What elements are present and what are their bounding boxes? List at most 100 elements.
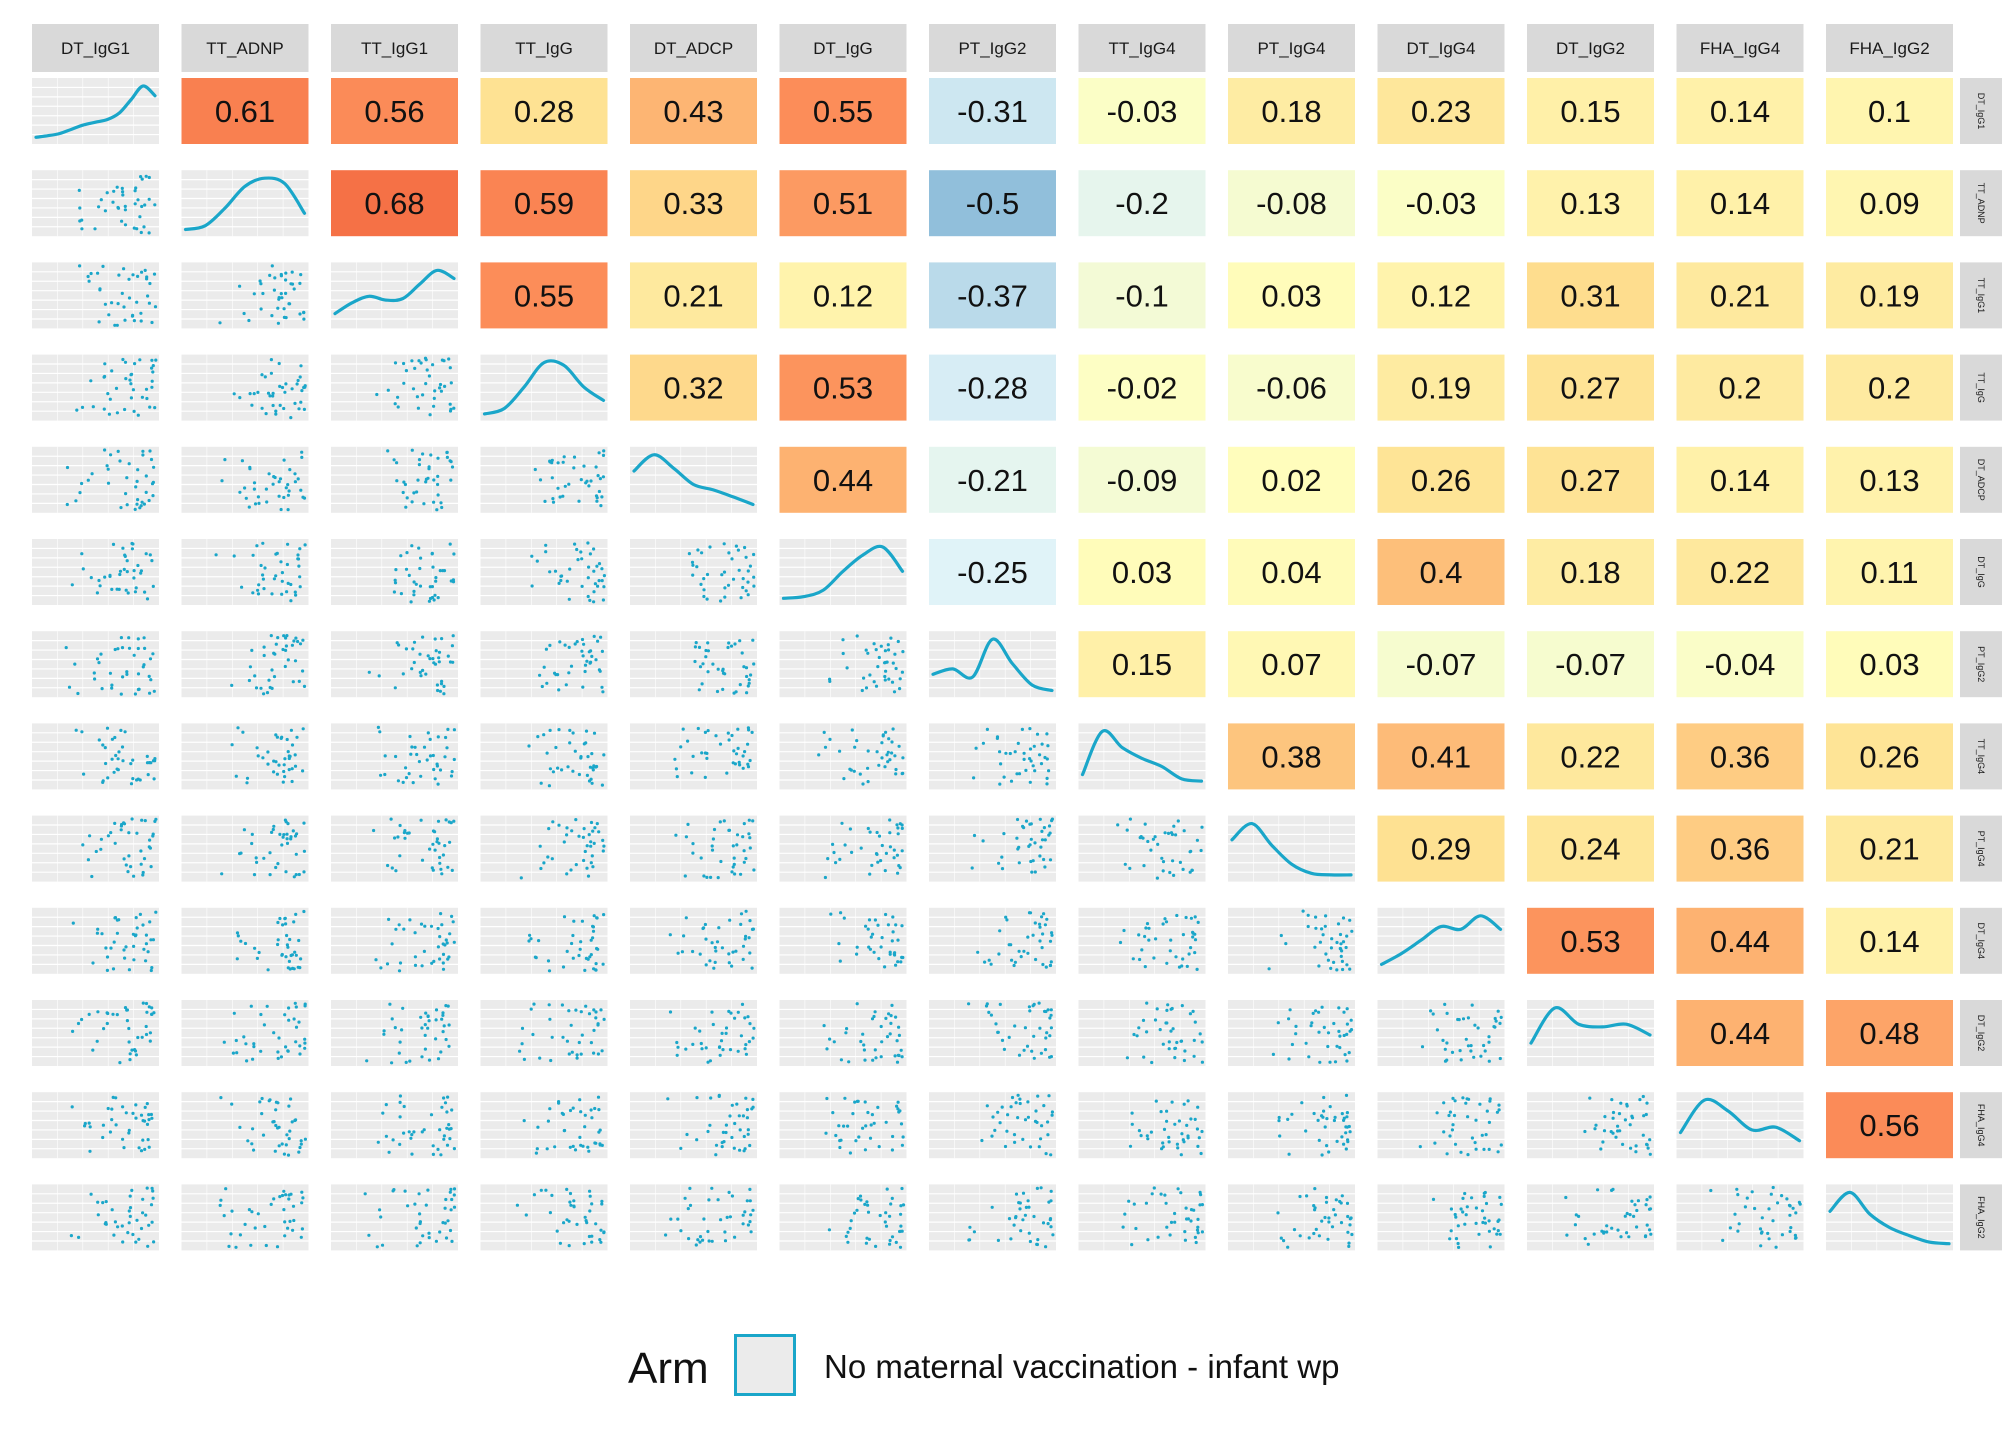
scatter-points bbox=[74, 726, 157, 786]
panel-gridlines bbox=[32, 78, 159, 144]
panel-gridlines bbox=[480, 1184, 608, 1251]
scatter-point bbox=[1492, 1227, 1496, 1231]
scatter-point bbox=[1039, 1051, 1043, 1055]
scatter-point bbox=[232, 554, 236, 558]
scatter-point bbox=[1185, 1217, 1189, 1221]
scatter-point bbox=[746, 1223, 751, 1227]
scatter-point bbox=[271, 827, 275, 832]
scatter-point bbox=[1583, 1237, 1587, 1241]
column-strip-label: DT_IgG1 bbox=[61, 39, 130, 58]
scatter-point bbox=[258, 1100, 262, 1104]
scatter-point bbox=[575, 1056, 579, 1060]
scatter-point bbox=[423, 1033, 427, 1037]
scatter-point bbox=[269, 358, 273, 362]
scatter-point bbox=[576, 558, 580, 562]
scatter-point bbox=[435, 508, 439, 512]
scatter-point bbox=[91, 1048, 95, 1052]
scatter-point bbox=[1048, 858, 1053, 862]
scatter-point bbox=[679, 745, 683, 749]
scatter-point bbox=[452, 819, 456, 823]
scatter-point bbox=[1183, 1049, 1187, 1053]
scatter-point bbox=[125, 559, 129, 563]
scatter-point bbox=[234, 1038, 238, 1043]
scatter-point bbox=[446, 865, 450, 869]
scatter-point bbox=[544, 647, 549, 651]
correlation-value: -0.07 bbox=[1406, 647, 1477, 682]
scatter-point bbox=[448, 542, 452, 546]
scatter-point bbox=[149, 457, 154, 462]
scatter-point bbox=[1132, 1202, 1136, 1206]
scatter-point bbox=[551, 820, 555, 824]
panel-gridlines bbox=[331, 815, 458, 882]
scatter-point bbox=[282, 406, 286, 411]
scatter-point bbox=[745, 1116, 750, 1120]
scatter-point bbox=[296, 965, 300, 969]
correlation-tile-TT_IgG4-DT_IgG2 bbox=[1527, 723, 1654, 790]
scatter-point bbox=[416, 406, 420, 410]
scatter-point bbox=[1187, 952, 1191, 956]
scatter-point bbox=[1760, 1216, 1764, 1220]
scatter-point bbox=[886, 923, 891, 927]
scatter-point bbox=[1312, 1204, 1316, 1208]
scatter-point bbox=[288, 1219, 292, 1223]
scatter-point bbox=[744, 666, 749, 670]
scatter-point bbox=[1769, 1192, 1773, 1196]
scatter-point bbox=[449, 774, 454, 778]
scatter-point bbox=[1479, 1054, 1483, 1058]
scatter-point bbox=[119, 636, 123, 640]
scatter-point bbox=[104, 761, 108, 766]
scatter-point bbox=[1267, 967, 1271, 971]
scatter-point bbox=[431, 842, 435, 846]
scatter-point bbox=[891, 661, 895, 665]
scatter-points bbox=[64, 636, 156, 696]
scatter-point bbox=[719, 859, 723, 864]
scatter-point bbox=[1477, 1232, 1481, 1236]
scatter-point bbox=[125, 503, 129, 507]
scatter-point bbox=[1335, 940, 1339, 945]
scatter-point bbox=[664, 1233, 668, 1237]
scatter-point bbox=[427, 374, 431, 378]
scatter-point bbox=[110, 301, 114, 305]
scatter-point bbox=[440, 358, 444, 362]
column-strip-TT_IgG bbox=[480, 24, 608, 72]
scatter-point bbox=[896, 832, 900, 836]
scatter-point bbox=[113, 735, 117, 740]
scatter-point bbox=[413, 366, 417, 370]
scatter-point bbox=[238, 396, 242, 400]
scatter-points bbox=[220, 818, 306, 879]
scatter-point bbox=[684, 916, 688, 920]
scatter-point bbox=[99, 198, 103, 202]
scatter-point bbox=[1464, 1213, 1468, 1217]
scatter-point bbox=[154, 910, 158, 914]
scatter-point bbox=[95, 591, 99, 595]
scatter-point bbox=[275, 772, 279, 776]
scatter-point bbox=[742, 1149, 746, 1153]
scatter-point bbox=[847, 1060, 851, 1064]
scatter-point bbox=[1339, 954, 1343, 959]
scatter-point bbox=[710, 848, 715, 852]
scatter-point bbox=[896, 1107, 900, 1111]
scatter-point bbox=[548, 767, 553, 771]
scatter-point bbox=[1161, 922, 1165, 926]
correlation-tile-TT_IgG-DT_IgG4 bbox=[1377, 354, 1505, 421]
scatter-point bbox=[1630, 1199, 1634, 1203]
scatter-point bbox=[88, 1125, 92, 1129]
panel-gridlines bbox=[181, 723, 309, 790]
scatter-panel-DT_IgG-TT_IgG bbox=[480, 539, 608, 605]
scatter-point bbox=[1169, 938, 1173, 942]
scatter-point bbox=[746, 1132, 750, 1136]
scatter-point bbox=[974, 746, 978, 750]
scatter-point bbox=[417, 458, 422, 462]
scatter-point bbox=[296, 477, 300, 481]
scatter-point bbox=[998, 929, 1002, 933]
scatter-point bbox=[828, 1037, 832, 1041]
panel-gridlines bbox=[630, 907, 757, 974]
scatter-point bbox=[589, 820, 594, 825]
scatter-point bbox=[268, 851, 272, 855]
scatter-point bbox=[527, 939, 531, 943]
scatter-point bbox=[687, 552, 692, 556]
scatter-point bbox=[1172, 824, 1176, 828]
scatter-point bbox=[230, 1102, 234, 1106]
scatter-point bbox=[1798, 1202, 1802, 1206]
scatter-point bbox=[732, 691, 736, 695]
